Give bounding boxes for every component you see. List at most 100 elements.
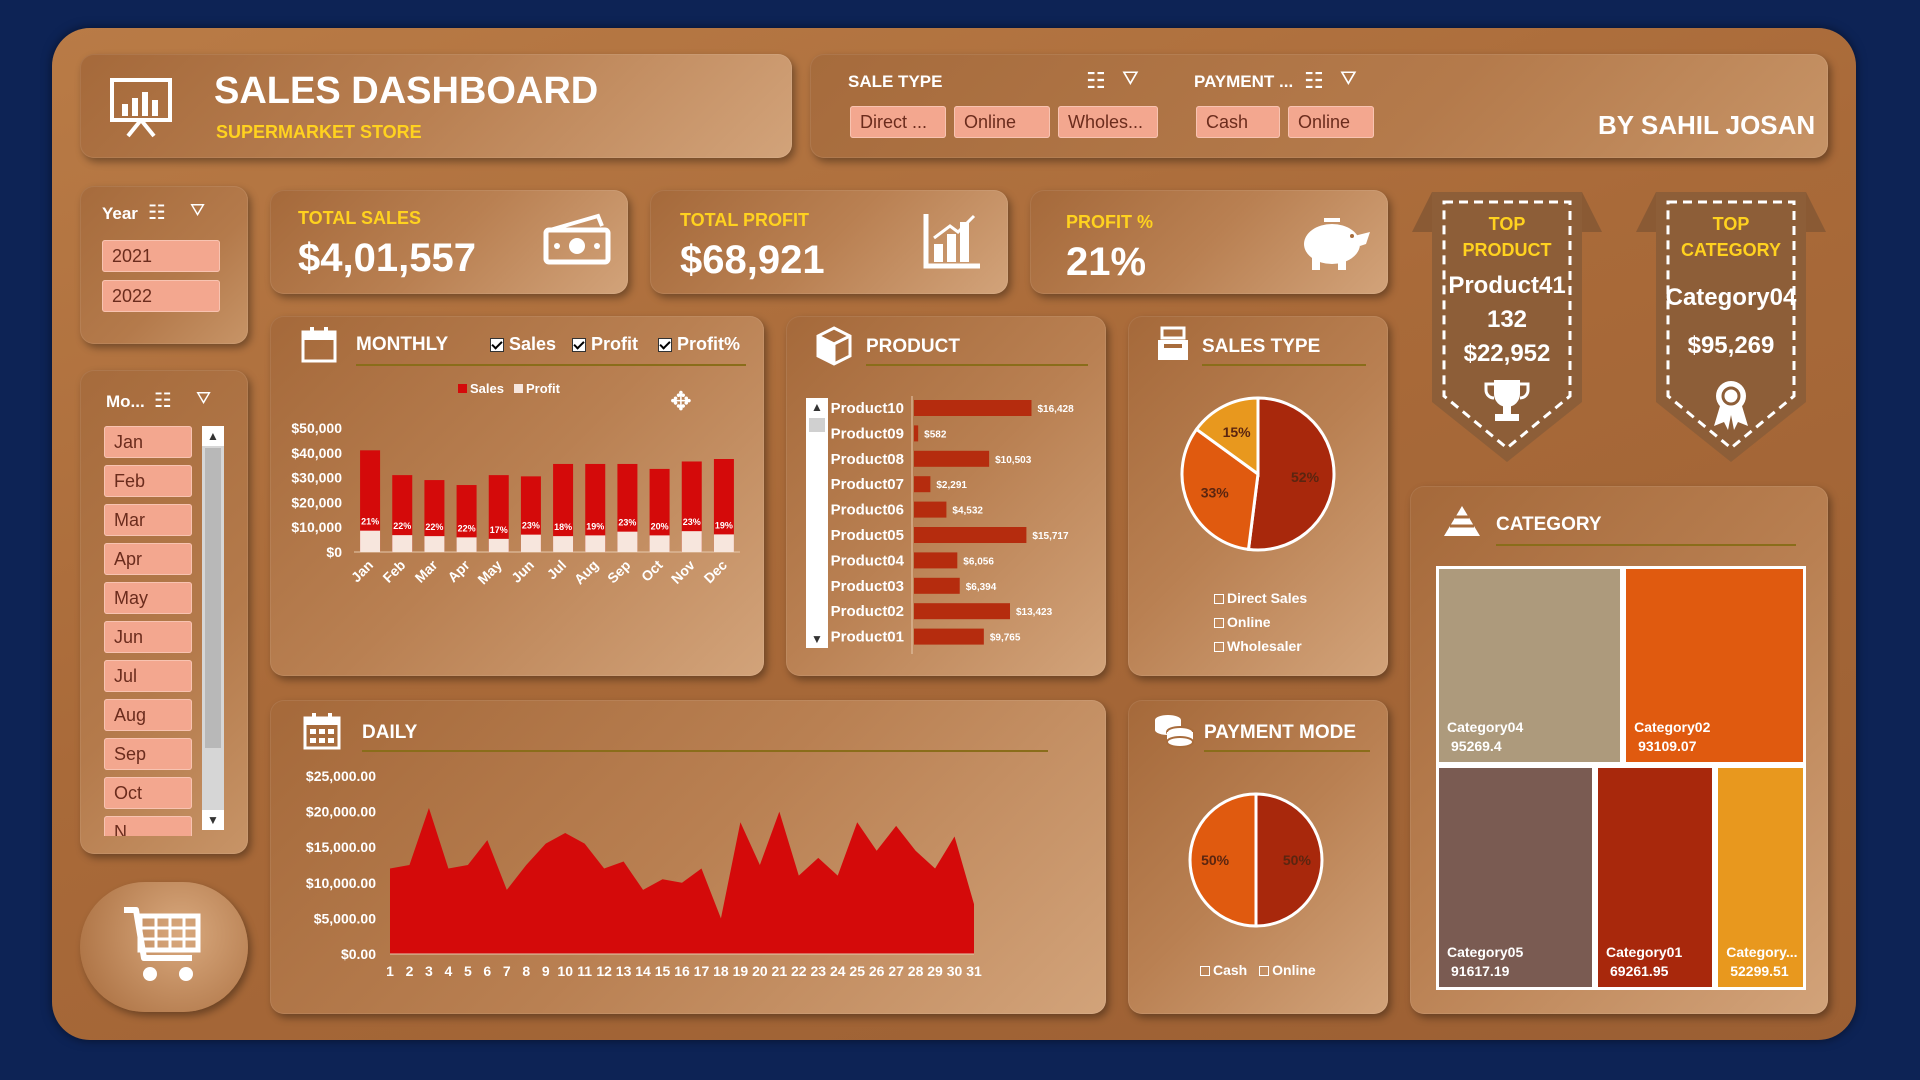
- x-tick-label: 16: [674, 963, 690, 979]
- legend-item: Online: [1259, 962, 1316, 978]
- product-label: Product10: [831, 400, 904, 417]
- clear-filter-icon[interactable]: ⛛: [1122, 68, 1139, 90]
- scroll-up-icon[interactable]: ▲: [202, 426, 224, 446]
- sales-type-pie: 52% 33% 15%: [1180, 396, 1336, 552]
- toggle-profit[interactable]: Profit: [572, 334, 638, 355]
- checkbox-icon[interactable]: [490, 338, 504, 353]
- month-scrollbar[interactable]: ▲ ▼: [202, 426, 224, 830]
- slicer-item-aug[interactable]: Aug: [104, 699, 192, 731]
- slicer-item-cash[interactable]: Cash: [1196, 106, 1280, 138]
- slicer-item-online[interactable]: Online: [954, 106, 1050, 138]
- profit-bar: [585, 535, 606, 552]
- slicer-item-may[interactable]: May: [104, 582, 192, 614]
- kpi-label: PROFIT %: [1066, 212, 1154, 232]
- product-bar: [914, 450, 990, 467]
- x-tick-label: 31: [966, 963, 982, 979]
- profit-pct-label: 23%: [683, 517, 701, 527]
- profit-pct-label: 23%: [522, 521, 540, 531]
- legend-sales-label: Sales: [470, 381, 504, 396]
- daily-chart: $25,000.00 $20,000.00 $15,000.00 $10,000.00…: [306, 768, 982, 979]
- product-value-label: $15,717: [1032, 531, 1069, 542]
- treemap-category-value: 95269.4: [1451, 738, 1502, 754]
- profit-bar: [424, 536, 445, 552]
- checkbox-icon[interactable]: [658, 338, 672, 353]
- x-tick-label: 13: [616, 963, 632, 979]
- month-slicer: Mo... ☷ ⛛ Jan Feb Mar Apr May Jun Jul Au…: [80, 370, 248, 854]
- toggle-sales[interactable]: Sales: [490, 334, 556, 355]
- slicer-item-jan[interactable]: Jan: [104, 426, 192, 458]
- register-icon: [1158, 326, 1188, 360]
- slicer-item-nov[interactable]: N...: [104, 816, 192, 836]
- scroll-up-icon[interactable]: ▲: [811, 400, 823, 414]
- payment-mode-card: PAYMENT MODE 50% 50% Cash Online: [1128, 700, 1388, 1014]
- slicer-item-mar[interactable]: Mar: [104, 504, 192, 536]
- product-value-label: $16,428: [1037, 404, 1074, 415]
- multi-select-icon[interactable]: ☷: [148, 202, 166, 224]
- treemap-label: Category04 95269.4: [1447, 718, 1523, 756]
- slicer-item-oct[interactable]: Oct: [104, 777, 192, 809]
- slicer-item-feb[interactable]: Feb: [104, 465, 192, 497]
- sales-bar: [617, 463, 638, 552]
- scroll-thumb[interactable]: [809, 418, 825, 432]
- scroll-down-icon[interactable]: ▼: [811, 632, 823, 646]
- sales-bar: [681, 461, 702, 552]
- slicer-item-2021[interactable]: 2021: [102, 240, 220, 272]
- year-label: Year: [102, 204, 138, 223]
- treemap-tile[interactable]: Category01 69261.95: [1598, 768, 1713, 987]
- x-tick-label: Apr: [444, 556, 473, 585]
- product-bar: [914, 400, 1032, 416]
- pie-slice: [1180, 427, 1260, 552]
- treemap-tile[interactable]: Category04 95269.4: [1439, 569, 1621, 762]
- product-value-label: $2,291: [936, 480, 967, 491]
- x-tick-label: 4: [445, 963, 453, 979]
- x-tick-label: Jan: [348, 557, 376, 585]
- x-tick-label: 6: [483, 963, 491, 979]
- pie-slice: [1246, 396, 1336, 552]
- clear-filter-icon[interactable]: ⛛: [190, 200, 206, 220]
- dashboard-title: SALES DASHBOARD: [214, 70, 599, 112]
- multi-select-icon[interactable]: ☷: [1086, 68, 1106, 93]
- product-bar: [914, 552, 958, 569]
- product-value-label: $6,056: [963, 556, 994, 567]
- pie-slice: [1254, 792, 1324, 928]
- multi-select-icon[interactable]: ☷: [154, 390, 172, 412]
- toggle-profit-pct[interactable]: Profit%: [658, 334, 740, 355]
- slicer-item-wholesale[interactable]: Wholes...: [1058, 106, 1158, 138]
- profit-bar: [360, 530, 381, 552]
- checkbox-icon[interactable]: [572, 338, 586, 353]
- profit-pct-label: 23%: [618, 518, 636, 528]
- kpi-profit-pct: PROFIT % 21%: [1030, 190, 1388, 294]
- product-label: Product07: [831, 476, 904, 493]
- x-tick-label: 21: [772, 963, 788, 979]
- product-value-label: $4,532: [952, 506, 983, 517]
- product-scrollbar[interactable]: ▲ ▼: [806, 398, 828, 648]
- cart-button[interactable]: [80, 882, 248, 1012]
- treemap-tile[interactable]: Category05 91617.19: [1439, 768, 1592, 987]
- divider: [866, 364, 1088, 366]
- product-label: Product04: [831, 552, 905, 569]
- shopping-cart-icon: [124, 907, 201, 981]
- clear-filter-icon[interactable]: ⛛: [196, 388, 212, 408]
- monthly-card: MONTHLY Sales Profit Profit% Sales Profit…: [270, 316, 764, 676]
- slicer-item-jun[interactable]: Jun: [104, 621, 192, 653]
- x-tick-label: 12: [596, 963, 612, 979]
- treemap-tile[interactable]: Category02 93109.07: [1626, 569, 1803, 762]
- clear-filter-icon[interactable]: ⛛: [1340, 68, 1357, 90]
- top-product-value: $22,952: [1463, 340, 1551, 367]
- x-tick-label: 9: [542, 963, 550, 979]
- scroll-thumb[interactable]: [205, 448, 221, 748]
- slicer-item-sep[interactable]: Sep: [104, 738, 192, 770]
- legend-item: Wholesaler: [1214, 634, 1307, 658]
- section-title: PAYMENT MODE: [1204, 722, 1357, 743]
- profit-bar: [649, 535, 670, 552]
- slicer-item-apr[interactable]: Apr: [104, 543, 192, 575]
- payment-legend: Cash Online: [1200, 962, 1316, 978]
- multi-select-icon[interactable]: ☷: [1304, 68, 1324, 93]
- slicer-item-2022[interactable]: 2022: [102, 280, 220, 312]
- treemap-tile[interactable]: Category... 52299.51: [1718, 768, 1803, 987]
- treemap-category-name: Category02: [1634, 719, 1711, 735]
- slicer-item-direct[interactable]: Direct ...: [850, 106, 946, 138]
- slicer-item-jul[interactable]: Jul: [104, 660, 192, 692]
- scroll-down-icon[interactable]: ▼: [202, 810, 224, 830]
- slicer-item-payment-online[interactable]: Online: [1288, 106, 1374, 138]
